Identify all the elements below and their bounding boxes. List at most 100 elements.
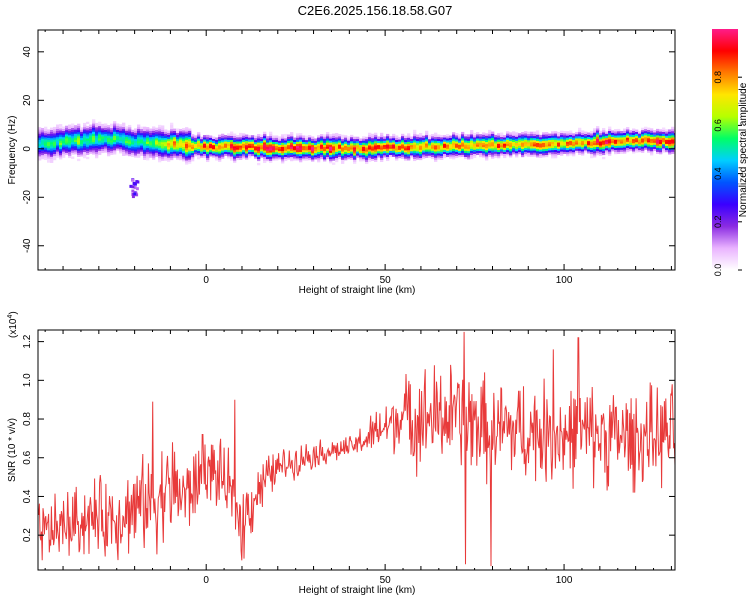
heatmap-cell — [539, 143, 543, 146]
heatmap-cell — [116, 135, 120, 139]
heatmap-cell — [197, 132, 201, 135]
heatmap-cell — [170, 122, 174, 126]
heatmap-cell — [437, 140, 441, 144]
heatmap-cell — [410, 153, 414, 156]
snr-y-axis-label: SNR (10 * v/v) — [7, 418, 18, 482]
heatmap-cell — [65, 146, 69, 149]
heatmap-cell — [116, 137, 120, 141]
heatmap-cell — [209, 135, 213, 138]
heatmap-cell — [161, 135, 165, 139]
heatmap-cell — [554, 145, 558, 148]
heatmap-cell — [236, 139, 240, 142]
heatmap-cell — [191, 136, 195, 139]
heatmap-cell — [305, 139, 309, 143]
heatmap-cell — [281, 161, 285, 164]
heatmap-cell — [404, 145, 408, 149]
heatmap-cell — [278, 140, 282, 143]
heatmap-cell — [431, 148, 435, 151]
heatmap-cell — [311, 146, 315, 150]
heatmap-cell — [197, 148, 201, 152]
heatmap-cell — [200, 151, 204, 154]
heatmap-cell — [518, 143, 522, 146]
heatmap-cell — [497, 133, 501, 136]
heatmap-cell — [296, 151, 300, 155]
heatmap-cell — [467, 136, 471, 139]
heatmap-cell — [506, 133, 510, 136]
heatmap-cell — [428, 153, 432, 156]
heatmap-cell — [344, 139, 348, 142]
heatmap-cell — [182, 158, 186, 162]
heatmap-cell — [596, 152, 600, 156]
heatmap-cell — [497, 139, 501, 142]
heatmap-cell — [260, 136, 264, 140]
heatmap-cell — [71, 156, 75, 159]
heatmap-cell — [416, 140, 420, 144]
heatmap-cell — [107, 145, 111, 149]
heatmap-cell — [656, 151, 660, 154]
heatmap-cell — [461, 154, 465, 157]
heatmap-cell — [506, 149, 510, 153]
heatmap-cell — [281, 134, 285, 137]
heatmap-cell — [179, 143, 183, 146]
heatmap-cell — [68, 143, 72, 146]
heatmap-cell — [527, 142, 531, 145]
heatmap-cell — [356, 149, 360, 152]
heatmap-cell — [473, 132, 477, 136]
heatmap-cell — [341, 134, 345, 138]
heatmap-cell — [545, 154, 549, 158]
heatmap-cell — [449, 137, 453, 141]
heatmap-cell — [227, 137, 231, 140]
heatmap-cell — [101, 150, 105, 154]
heatmap-cell — [86, 138, 90, 141]
heatmap-cell — [116, 127, 120, 130]
heatmap-cell — [401, 148, 405, 151]
heatmap-cell — [641, 131, 645, 135]
heatmap-cell — [38, 158, 42, 161]
heatmap-cell — [668, 137, 672, 141]
heatmap-cell — [329, 146, 333, 149]
heatmap-cell — [533, 135, 537, 139]
heatmap-cell — [257, 138, 261, 141]
heatmap-cell — [71, 125, 75, 128]
heatmap-cell — [533, 154, 537, 157]
heatmap-cell — [290, 156, 294, 160]
heatmap-cell — [188, 157, 192, 160]
heatmap-cell — [377, 150, 381, 154]
heatmap-cell — [554, 133, 558, 136]
heatmap-cell — [392, 133, 396, 137]
heatmap-cell — [578, 129, 582, 133]
heatmap-cell — [119, 126, 123, 129]
heatmap-cell — [110, 150, 114, 153]
heatmap-cell — [641, 129, 645, 133]
heatmap-cell — [668, 139, 672, 143]
heatmap-cell — [98, 138, 102, 141]
heatmap-cell — [110, 152, 114, 155]
heatmap-cell — [176, 142, 180, 146]
heatmap-cell — [413, 148, 417, 151]
heatmap-cell — [164, 156, 168, 159]
heatmap-cell — [386, 156, 390, 159]
heatmap-cell — [500, 136, 504, 140]
heatmap-cell — [83, 131, 87, 134]
heatmap-cell — [56, 155, 60, 158]
heatmap-cell — [125, 136, 129, 140]
heatmap-cell — [44, 139, 48, 142]
heatmap-cell — [536, 152, 540, 156]
heatmap-cell — [287, 151, 291, 154]
heatmap-cell — [137, 138, 141, 142]
heatmap-cell — [599, 147, 603, 150]
heatmap-cell — [56, 134, 60, 138]
heatmap-cell — [257, 146, 261, 149]
heatmap-cell — [458, 152, 462, 156]
heatmap-cell — [545, 132, 549, 135]
heatmap-cell — [530, 146, 534, 149]
heatmap-cell — [356, 138, 360, 142]
heatmap-cell — [218, 157, 222, 160]
heatmap-cell — [128, 145, 132, 148]
heatmap-cell — [569, 134, 573, 137]
heatmap-cell — [248, 155, 252, 159]
heatmap-cell — [299, 139, 303, 142]
heatmap-cell — [371, 142, 375, 145]
heatmap-cell — [593, 144, 597, 148]
heatmap-cell — [50, 144, 54, 147]
